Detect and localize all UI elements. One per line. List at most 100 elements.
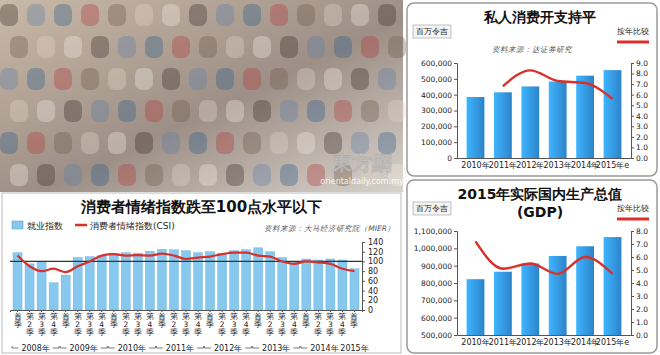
x-axis-tick-label: 第4季 [242, 312, 250, 337]
photo-shape [280, 100, 298, 122]
x-axis-tick: 第4季 [194, 310, 202, 337]
y2-axis-tick-label: 6.0 [636, 91, 648, 100]
y2-axis-tick-label: 5.0 [636, 101, 648, 110]
panel [407, 3, 657, 176]
x-axis-tick-label: 首季 [302, 312, 310, 329]
y-axis-tick-label: 200,000 [421, 122, 452, 131]
y2-axis-tick-mark [631, 126, 634, 127]
line [503, 70, 613, 99]
x-axis-tick: 首季 [254, 310, 262, 329]
bar [85, 257, 94, 310]
y-axis-tick: 60 [362, 277, 378, 286]
x-axis-tick: 2012年 [516, 335, 544, 347]
x-axis-tick: 第2季 [74, 310, 82, 337]
bar [157, 249, 166, 310]
photo-shape [226, 100, 244, 122]
tick-label-char: 季 [170, 328, 178, 337]
y2-axis-tick-mark [631, 296, 634, 297]
x-axis-tick: 第3季 [230, 310, 238, 337]
tick-label-char: 季 [266, 328, 274, 337]
photo-shape [54, 132, 72, 154]
photo-shape [91, 164, 109, 186]
year-label: 2010年 [118, 344, 146, 353]
bar [604, 237, 622, 335]
y2-axis-tick-label: 0.0 [636, 331, 648, 340]
bar [302, 259, 311, 310]
photo-shape [172, 100, 190, 122]
tick-label-char: 季 [74, 328, 82, 337]
x-axis-tick: 第3季 [326, 310, 334, 337]
x-axis: 2010年2011年2012年2013年2014年2015年e [458, 158, 632, 170]
line [475, 241, 612, 274]
y-axis-tick-mark [454, 158, 457, 159]
plot [467, 70, 622, 158]
tick-label-char: 季 [290, 328, 298, 337]
photo-shape [388, 36, 406, 58]
title: 私人消费开支持平 [483, 9, 596, 25]
figure: 東方網orientaldaily.com.my消费者情绪指数跌至100点水平以下… [0, 0, 660, 355]
photo-shape [351, 4, 369, 26]
legend-label: 消费者情绪指数(CSI) [90, 221, 175, 231]
y-axis-tick-label: 600,000 [421, 59, 452, 68]
x-axis-tick: 首季 [302, 310, 310, 329]
y2-axis-tick-label: 3.0 [636, 122, 648, 131]
y-axis-tick: 500,000 [421, 331, 457, 340]
photo-shape [270, 68, 288, 90]
photo-shape [199, 100, 217, 122]
y2-axis-tick: 4.0 [631, 279, 648, 288]
photo-shape [378, 68, 396, 90]
tick-label-char: 季 [146, 328, 154, 337]
photo-shape [135, 68, 153, 90]
y-axis-tick: 200,000 [421, 122, 457, 131]
x-axis-tick: 首季 [350, 310, 358, 329]
photo-shape [297, 4, 315, 26]
x-axis-tick: 2015年e [596, 335, 629, 347]
y-axis-tick: 900,000 [421, 262, 457, 271]
y-axis-tick: 500,000 [421, 75, 457, 84]
tick-label-char: 季 [326, 328, 334, 337]
bar [97, 256, 106, 310]
bar [266, 252, 275, 310]
bar [326, 259, 335, 310]
x-axis: 2010年2011年2012年2013年2014年2015年e [458, 335, 632, 347]
x-axis-tick-label: 第4季 [98, 312, 106, 337]
y-axis-tick-mark [454, 300, 457, 301]
photo-shape [334, 36, 352, 58]
bar [467, 279, 485, 335]
y-axis-tick-mark [454, 318, 457, 319]
watermark-logo: 東方網 [331, 151, 392, 175]
y-axis-tick-label: 40 [368, 287, 378, 296]
photo-shape [108, 132, 126, 154]
photo-shape [280, 36, 298, 58]
x-axis-tick-label: 第3季 [86, 312, 94, 337]
y-axis-tick-mark [362, 281, 365, 282]
x-axis-tick: 2011年 [489, 335, 517, 347]
photo-shape [216, 4, 234, 26]
year-bracket [60, 346, 107, 348]
x-axis-tick: 第3季 [38, 310, 46, 337]
y2-axis-tick-label: 5.0 [636, 266, 648, 275]
y2-axis-tick-mark [631, 283, 634, 284]
x-axis-tick: 第2季 [314, 310, 322, 337]
x-axis-tick-label: 2010年 [461, 161, 489, 170]
year-bracket [301, 346, 307, 348]
y2-axis-tick-label: 7.0 [636, 240, 648, 249]
x-axis-tick: 第3季 [86, 310, 94, 337]
x-axis-tick: 第4季 [242, 310, 250, 337]
bar [242, 250, 251, 310]
tick-label-char: 季 [62, 320, 70, 329]
tick-label-char: 季 [158, 320, 166, 329]
x-axis-tick: 首季 [62, 310, 70, 329]
legend-label: 就业指数 [27, 221, 63, 231]
tick-label-char: 季 [314, 328, 322, 337]
year-groups: 2008年2009年2010年2011年2012年2013年2014年2015年 [12, 344, 369, 353]
tick-label-char: 季 [194, 328, 202, 337]
photo-shape [189, 4, 207, 26]
photo-shape [199, 164, 217, 186]
x-axis-line [458, 335, 632, 336]
tick-label-char: 季 [206, 320, 214, 329]
legend-swatch [12, 221, 23, 229]
y-axis-tick-mark [362, 291, 365, 292]
x-axis-tick-label: 第4季 [290, 312, 298, 337]
y-axis-title-box [413, 202, 451, 215]
